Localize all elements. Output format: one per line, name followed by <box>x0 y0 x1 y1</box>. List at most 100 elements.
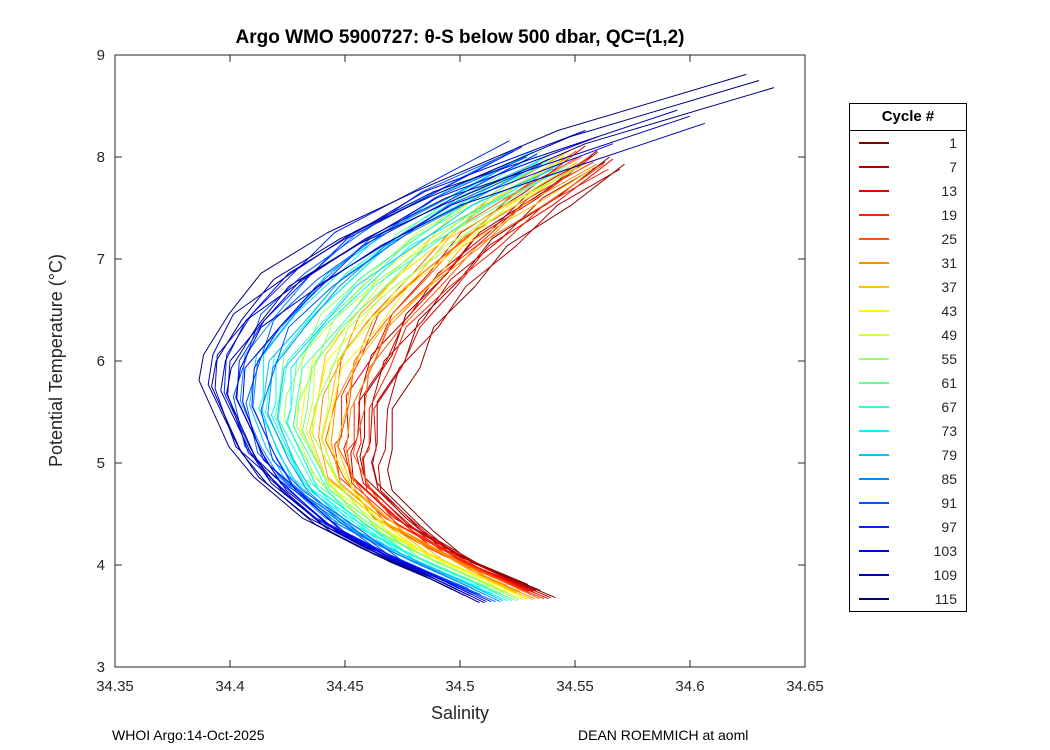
legend-item-cycle-85: 85 <box>850 467 966 491</box>
legend-item-cycle-115: 115 <box>850 587 966 611</box>
legend-item-cycle-7: 7 <box>850 155 966 179</box>
legend-label: 25 <box>941 231 957 247</box>
profile-line-cycle-61 <box>287 156 555 595</box>
y-tick-label: 4 <box>97 557 105 574</box>
legend-item-cycle-79: 79 <box>850 443 966 467</box>
profile-line-cycle-31 <box>345 163 598 600</box>
legend: Cycle # 1 7 13 19 25 31 37 43 49 55 61 67 73 79 85 91 97… <box>849 103 967 612</box>
x-tick-label: 34.65 <box>786 678 824 695</box>
legend-label: 85 <box>941 471 957 487</box>
y-tick-label: 9 <box>97 47 105 64</box>
legend-label: 115 <box>934 591 957 607</box>
profile-line-cycle-85 <box>267 158 549 603</box>
legend-item-cycle-25: 25 <box>850 227 966 251</box>
legend-label: 109 <box>933 567 957 583</box>
profile-line-cycle-61 <box>274 150 542 588</box>
legend-line-sample <box>859 214 889 216</box>
legend-label: 7 <box>949 159 957 175</box>
profile-line-cycle-115 <box>198 73 747 590</box>
legend-label: 73 <box>941 423 957 439</box>
profile-line-cycle-25 <box>337 156 590 592</box>
profile-line-cycle-97 <box>223 140 510 589</box>
profile-line-cycle-109 <box>207 109 678 590</box>
profile-line-cycle-79 <box>276 168 554 602</box>
profile-line-cycle-67 <box>292 168 565 602</box>
plot-title: Argo WMO 5900727: θ-S below 500 dbar, QC… <box>235 27 685 48</box>
legend-label: 55 <box>941 351 957 367</box>
y-tick-label: 5 <box>97 455 105 472</box>
legend-line-sample <box>859 550 889 552</box>
profile-line-cycle-103 <box>214 130 586 589</box>
x-tick-label: 34.5 <box>445 678 474 695</box>
y-tick-label: 6 <box>97 353 105 370</box>
legend-label: 37 <box>941 279 957 295</box>
legend-label: 79 <box>941 447 957 463</box>
legend-label: 1 <box>949 135 957 151</box>
profile-line-cycle-103 <box>227 136 599 596</box>
legend-line-sample <box>859 334 889 336</box>
legend-line-sample <box>859 166 889 168</box>
profile-line-cycle-13 <box>356 151 599 592</box>
legend-item-cycle-37: 37 <box>850 275 966 299</box>
legend-line-sample <box>859 286 889 288</box>
profile-line-cycle-7 <box>377 168 621 599</box>
legend-label: 49 <box>941 327 957 343</box>
profile-line-cycle-1 <box>359 150 598 585</box>
profile-line-cycle-7 <box>362 161 606 591</box>
legend-label: 43 <box>941 303 957 319</box>
x-tick-label: 34.35 <box>96 678 134 695</box>
legend-item-cycle-97: 97 <box>850 515 966 539</box>
legend-title: Cycle # <box>850 104 966 131</box>
legend-item-cycle-109: 109 <box>850 563 966 587</box>
legend-line-sample <box>859 190 889 192</box>
legend-line-sample <box>859 598 889 600</box>
legend-label: 31 <box>941 255 957 271</box>
profile-line-cycle-13 <box>343 145 586 586</box>
legend-line-sample <box>859 502 889 504</box>
legend-label: 67 <box>941 399 957 415</box>
footer-left-text: WHOI Argo:14-Oct-2025 <box>112 727 265 743</box>
legend-line-sample <box>859 526 889 528</box>
x-tick-label: 34.45 <box>326 678 364 695</box>
profile-line-cycle-103 <box>242 143 614 603</box>
legend-label: 19 <box>941 207 957 223</box>
y-tick-label: 3 <box>97 659 105 676</box>
profile-line-cycle-55 <box>311 168 577 601</box>
legend-line-sample <box>859 478 889 480</box>
legend-item-cycle-73: 73 <box>850 419 966 443</box>
profile-line-cycle-19 <box>334 155 582 586</box>
legend-label: 103 <box>933 543 957 559</box>
legend-item-cycle-43: 43 <box>850 299 966 323</box>
profile-line-cycle-61 <box>301 163 570 602</box>
profile-line-cycle-19 <box>361 168 609 600</box>
legend-item-cycle-61: 61 <box>850 371 966 395</box>
x-tick-label: 34.4 <box>215 678 244 695</box>
legend-item-cycle-1: 1 <box>850 131 966 155</box>
legend-line-sample <box>859 358 889 360</box>
legend-item-cycle-31: 31 <box>850 251 966 275</box>
y-tick-label: 7 <box>97 251 105 268</box>
legend-label: 97 <box>941 519 957 535</box>
legend-line-sample <box>859 310 889 312</box>
legend-line-sample <box>859 382 889 384</box>
profile-line-cycle-19 <box>346 161 594 592</box>
legend-line-sample <box>859 142 889 144</box>
legend-label: 91 <box>941 495 957 511</box>
legend-line-sample <box>859 406 889 408</box>
profile-line-cycle-43 <box>327 163 586 601</box>
profile-line-cycle-7 <box>350 155 593 585</box>
legend-line-sample <box>859 574 889 576</box>
legend-item-cycle-67: 67 <box>850 395 966 419</box>
legend-line-sample <box>859 262 889 264</box>
profile-line-cycle-31 <box>330 156 583 592</box>
profile-line-cycle-115 <box>226 87 775 604</box>
x-tick-label: 34.6 <box>675 678 704 695</box>
legend-line-sample <box>859 430 889 432</box>
footer-right-text: DEAN ROEMMICH at aoml <box>578 727 749 743</box>
legend-item-cycle-13: 13 <box>850 179 966 203</box>
y-tick-label: 8 <box>97 149 105 166</box>
x-axis-label: Salinity <box>430 703 490 723</box>
profile-line-cycle-31 <box>318 150 570 586</box>
